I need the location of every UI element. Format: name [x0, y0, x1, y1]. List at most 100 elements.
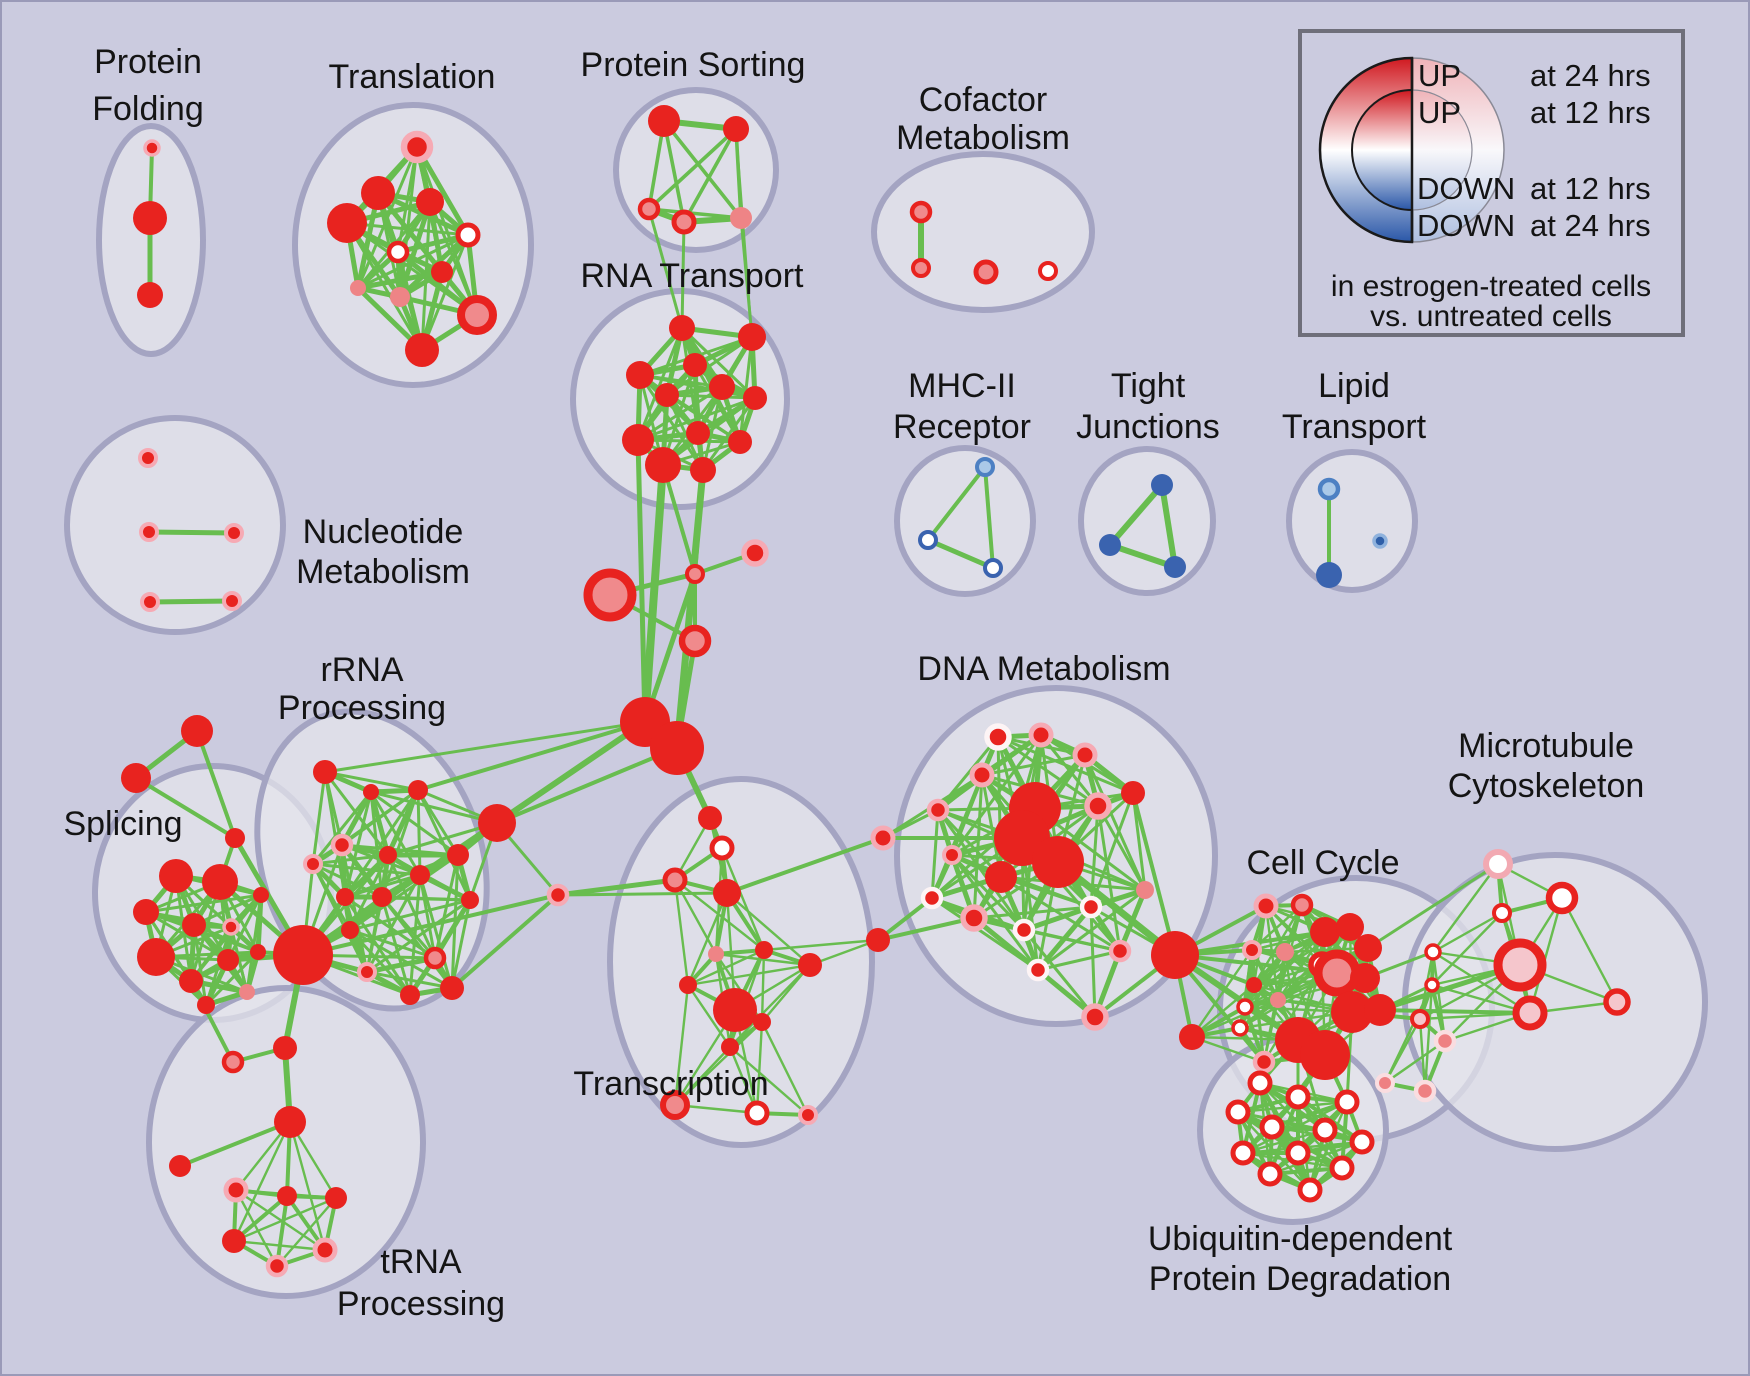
node-red [753, 1013, 771, 1031]
node-redRingWhite [1225, 1099, 1251, 1125]
node-red [669, 315, 695, 341]
node-red [1354, 934, 1382, 962]
node-redRingWhite [1334, 1089, 1360, 1115]
edge [980, 773, 1003, 879]
edge [348, 898, 472, 932]
edge [675, 572, 697, 750]
node-red [866, 928, 890, 952]
edge [925, 537, 996, 571]
edge [189, 979, 235, 1064]
node-pinkRing [357, 962, 377, 982]
node-redRingPink [221, 1050, 245, 1074]
cluster-lipid-transport-label: Transport [1282, 408, 1427, 446]
legend-term: UP [1418, 95, 1461, 130]
edge [232, 1120, 292, 1243]
node-pinkRing [1084, 792, 1112, 820]
edge [735, 128, 753, 338]
node-pinkRing [222, 591, 242, 611]
node-red [709, 374, 735, 400]
node-pinkRing [969, 762, 995, 788]
cluster-rna-transport-label: RNA Transport [581, 257, 805, 295]
node-pinkRing [870, 825, 896, 851]
node-pink [1270, 992, 1286, 1008]
edge [999, 875, 1147, 892]
edge [288, 1120, 327, 1252]
node-pinkRing [223, 1177, 249, 1203]
cluster-tight-junctions-label: Junctions [1076, 408, 1220, 446]
edge [1131, 791, 1147, 892]
node-red [410, 865, 430, 885]
node-pinkRing [303, 854, 323, 874]
edge [1190, 948, 1254, 1039]
edge [364, 955, 438, 975]
node-pinkRing [1081, 1003, 1109, 1031]
edge [450, 893, 560, 990]
legend-box [1298, 29, 1685, 337]
edge [1383, 1017, 1422, 1085]
node-red [1310, 917, 1340, 947]
edge [693, 468, 705, 576]
labels-layer: Protein Folding Translation Protein Sorting… [63, 43, 1644, 1323]
cluster-nucleotide-metabolism-label: Nucleotide [303, 513, 464, 551]
node-pinkRing [546, 883, 570, 907]
edge [556, 891, 729, 897]
edge [232, 1239, 327, 1252]
node-blue [1164, 556, 1186, 578]
node-red [159, 859, 193, 893]
node-red [985, 861, 1017, 893]
legend-time: at 12 hrs [1530, 95, 1651, 130]
node-red [721, 1038, 739, 1056]
node-red [755, 941, 773, 959]
edge [178, 1120, 292, 1168]
legend-circle-inner-right [1411, 89, 1473, 211]
legend-time: at 12 hrs [1530, 171, 1651, 206]
edge [662, 119, 686, 224]
node-red [197, 996, 215, 1014]
node-red [798, 953, 822, 977]
edge [1383, 1039, 1447, 1085]
edge [808, 938, 880, 967]
legend-term: DOWN [1417, 208, 1515, 243]
edge [725, 891, 812, 967]
node-pinkRing [265, 1254, 289, 1278]
edge [647, 207, 684, 330]
node-redRingPale [1410, 1009, 1430, 1029]
cluster-dna-metabolism-label: DNA Metabolism [917, 650, 1170, 688]
edge [1241, 1128, 1327, 1155]
edge [348, 853, 460, 932]
node-red [341, 921, 359, 939]
node-whiteRingRed [1079, 895, 1103, 919]
legend: UP at 24 hrs UP at 12 hrs DOWN at 12 hrs DOWN a… [1298, 29, 1685, 337]
edge [1022, 928, 1097, 1019]
cluster-cell-cycle-label: Cell Cycle [1246, 844, 1399, 882]
node-red [1350, 963, 1380, 993]
node-red [225, 828, 245, 848]
edge [495, 746, 679, 825]
cluster-transcription-label: Transcription [573, 1065, 768, 1103]
edge [234, 1188, 327, 1252]
edge [725, 836, 885, 895]
cluster-rrna-processing-label: Processing [278, 689, 446, 727]
node-redRingPink [973, 259, 999, 285]
edge [635, 437, 648, 725]
node-pinkRing [139, 522, 159, 542]
node-redRingWhite [1247, 1070, 1273, 1096]
node-redRingWhite [455, 222, 481, 248]
node-redRingWhite [709, 835, 735, 861]
node-blueRingLight [1317, 477, 1341, 501]
node-redRingWhite [1492, 903, 1512, 923]
node-red [181, 715, 213, 747]
node-pinkRing [741, 539, 769, 567]
cluster-tight-junctions-label: Tight [1111, 367, 1186, 405]
node-red [478, 804, 516, 842]
node-redRingPink [1313, 949, 1361, 997]
node-redRingPale [1512, 995, 1548, 1031]
node-red [431, 261, 453, 283]
cluster-translation-label: Translation [329, 58, 496, 96]
node-blue [1316, 562, 1342, 588]
node-red [690, 457, 716, 483]
edge [369, 790, 384, 899]
edge [386, 853, 437, 960]
node-red [361, 176, 395, 210]
node-pink [390, 287, 410, 307]
